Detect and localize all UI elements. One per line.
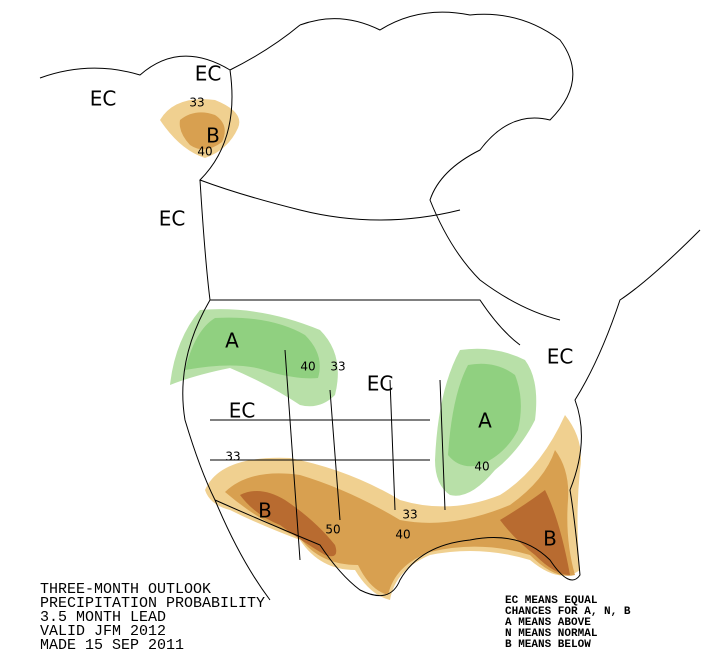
region-label: EC — [229, 399, 256, 423]
title-line: VALID JFM 2012 — [40, 623, 166, 640]
contour-label: 40 — [197, 145, 212, 159]
region-label: B — [258, 499, 272, 523]
legend-line: CHANCES FOR A, N, B — [505, 606, 631, 618]
region-label: B — [543, 527, 557, 551]
title-line: 3.5 MONTH LEAD — [40, 609, 166, 626]
legend-line: B MEANS BELOW — [505, 639, 591, 651]
northwest-above-area — [170, 309, 338, 407]
region-label: EC — [547, 345, 574, 369]
contour-label: 40 — [300, 360, 315, 374]
contour-label: 40 — [395, 528, 410, 542]
alaska-below-area — [160, 99, 240, 158]
contour-label: 33 — [189, 96, 204, 110]
contour-label: 50 — [325, 523, 340, 537]
region-label: EC — [367, 372, 394, 396]
region-label: B — [206, 124, 220, 148]
region-label: EC — [159, 207, 186, 231]
contour-label: 40 — [474, 460, 489, 474]
legend-line: N MEANS NORMAL — [505, 628, 598, 640]
coastlines — [39, 11, 701, 601]
title-line: PRECIPITATION PROBABILITY — [40, 595, 265, 612]
region-label: EC — [195, 62, 222, 86]
contour-label: 33 — [330, 360, 345, 374]
region-label: A — [478, 409, 492, 433]
title-line: THREE-MONTH OUTLOOK — [40, 581, 211, 598]
legend-line: A MEANS ABOVE — [505, 617, 591, 629]
region-label: A — [225, 329, 239, 353]
ohio-valley-above-area — [435, 348, 537, 496]
southern-below-area — [205, 415, 581, 600]
legend-line: EC MEANS EQUAL — [505, 595, 598, 607]
title-line: MADE 15 SEP 2011 — [40, 637, 184, 654]
contour-label: 33 — [402, 508, 417, 522]
contour-label: 33 — [225, 450, 240, 464]
region-label: EC — [90, 87, 117, 111]
